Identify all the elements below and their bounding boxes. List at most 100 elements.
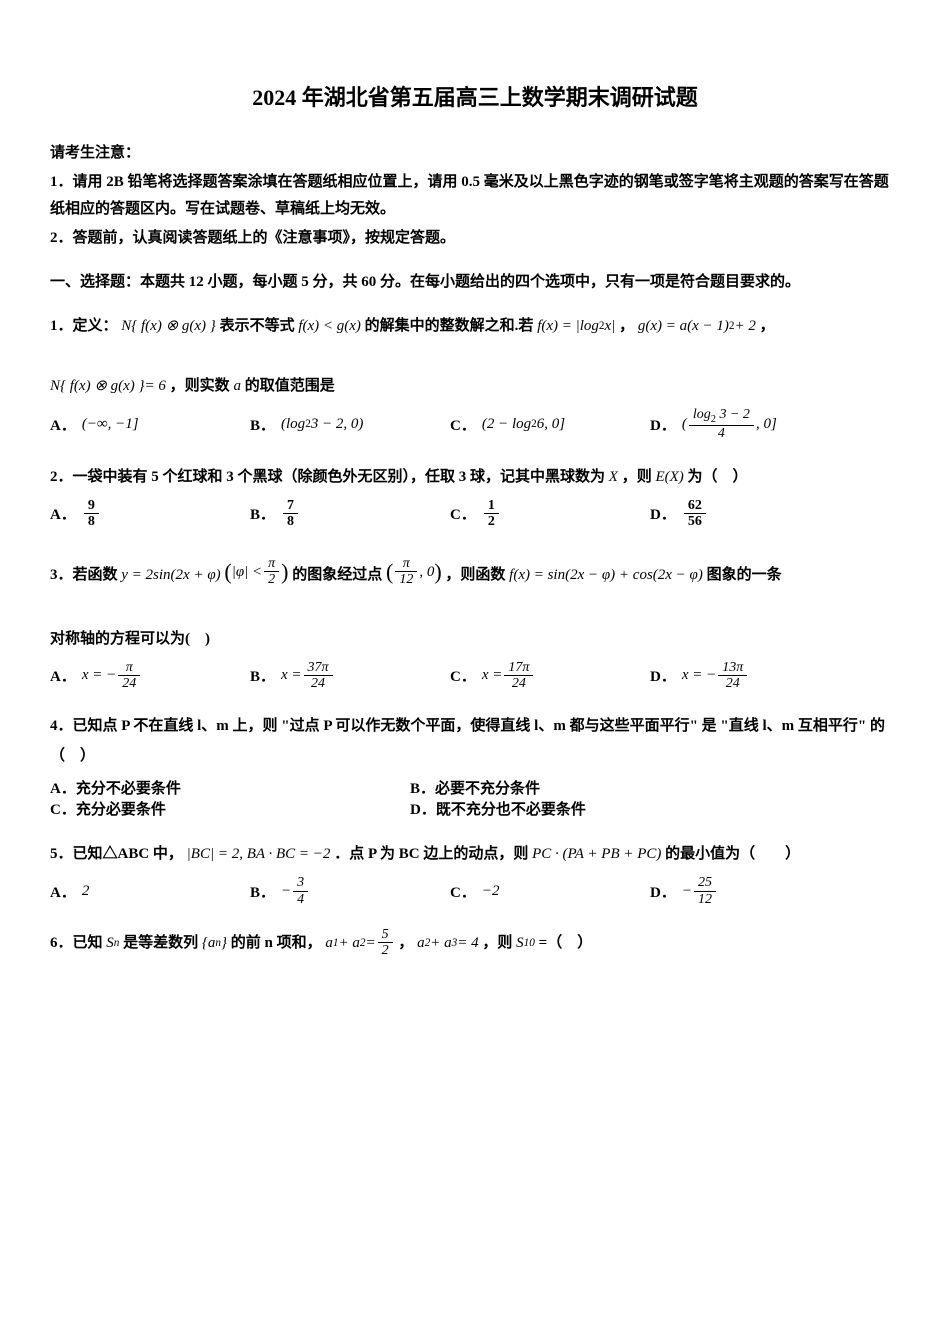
q4-option-A: A．充分不必要条件 <box>50 777 410 798</box>
notice-item-2: 2．答题前，认真阅读答题纸上的《注意事项》，按规定答题。 <box>50 225 900 252</box>
q5-D-den: 12 <box>694 892 716 907</box>
q1-N-eq6: N{ f(x) ⊗ g(x) } = 6 <box>50 371 166 401</box>
q1-A-val: (−∞, −1] <box>82 416 139 433</box>
q6-S10: S10 <box>516 928 535 958</box>
q1-gxdef-tail: + 2 <box>735 311 756 341</box>
q2-C-den: 2 <box>484 514 499 529</box>
q6-S10-s: S <box>516 928 524 958</box>
question-3: 3．若函数 y = 2sin(2x + φ) ( |φ| < π2 ) 的图象经… <box>50 550 900 654</box>
q1-C-pre: (2 − log <box>482 416 531 433</box>
q1-option-B: B． (log2 3 − 2, 0) <box>250 407 450 442</box>
question-2-options: A． 98 B． 78 C． 12 D． 6256 <box>50 498 900 530</box>
q1-text1: 1．定义： <box>50 318 118 334</box>
q1-B-pre: (log <box>281 416 305 433</box>
q5-option-B: B． − 34 <box>250 875 450 907</box>
q1-option-C: C． (2 − log2 6, 0] <box>450 407 650 442</box>
question-5-options: A． 2 B． − 34 C． −2 D． − 2512 <box>50 875 900 907</box>
q6-a23-rhs: = 4 <box>457 928 478 958</box>
option-label-D: D． <box>650 665 676 686</box>
q6-an: {an} <box>202 928 227 958</box>
option-label-C: C． <box>450 665 476 686</box>
q1-gxdef-pre: g(x) = a(x − 1) <box>638 311 729 341</box>
q1-sep1: ， <box>619 318 634 334</box>
q3-text5: 对称轴的方程可以为( ) <box>50 631 210 647</box>
q3-pi2-den: 2 <box>264 572 279 587</box>
q5-option-D: D． − 2512 <box>650 875 850 907</box>
q6-a12-num: 5 <box>378 927 393 943</box>
q6-text6: =（ ） <box>539 935 593 951</box>
q3-option-B: B． x = 37π24 <box>250 660 450 692</box>
q6-text5: ，则 <box>482 935 516 951</box>
q1-fxdef: f(x) = |log2 x| <box>537 311 615 341</box>
q5-option-C: C． −2 <box>450 875 650 907</box>
q2-B-num: 7 <box>283 498 298 514</box>
q3-option-A: A． x = − π24 <box>50 660 250 692</box>
q1-option-A: A． (−∞, −1] <box>50 407 250 442</box>
q2-X: X <box>609 469 618 485</box>
q3-pt-num: π <box>395 556 417 572</box>
q3-C-val: x = 17π24 <box>482 660 536 692</box>
q3-B-den: 24 <box>304 676 333 691</box>
q1-gxdef: g(x) = a(x − 1)2 + 2 <box>638 311 756 341</box>
q1-text3: 的解集中的整数解之和.若 <box>365 318 538 334</box>
q1-text2: 表示不等式 <box>220 318 299 334</box>
question-1-options: A． (−∞, −1] B． (log2 3 − 2, 0) C． (2 − l… <box>50 407 900 442</box>
q6-Sn: Sn <box>106 928 119 958</box>
q6-text2: 是等差数列 <box>123 935 202 951</box>
notice-header: 请考生注意： <box>50 140 900 167</box>
q1-B-post: 3 − 2, 0) <box>311 416 364 433</box>
q5-C-val: −2 <box>482 883 500 900</box>
q3-D-val: x = − 13π24 <box>682 660 749 692</box>
option-label-C: C． <box>450 881 476 902</box>
option-label-D: D． <box>650 414 676 435</box>
q3-B-val: x = 37π24 <box>281 660 335 692</box>
q3-C-num: 17π <box>504 660 533 676</box>
q6-S10-sub: 10 <box>524 932 535 955</box>
q2-option-D: D． 6256 <box>650 498 850 530</box>
option-label-B: B． <box>250 665 275 686</box>
q3-point: ( π12 , 0 ) <box>386 550 442 594</box>
q5-bc-cond: |BC| = 2, BA · BC = −2 <box>187 839 331 869</box>
q1-D-num-pre: log <box>693 407 711 422</box>
q3-phi-cond: ( |φ| < π2 ) <box>224 550 288 594</box>
q4-option-C: C．充分必要条件 <box>50 798 410 819</box>
q6-a1a2: a1 + a2 = 52 <box>325 927 394 959</box>
q1-eq6: = 6 <box>145 371 166 401</box>
q5-text3: 的最小值为（ ） <box>665 846 800 862</box>
q5-option-A: A． 2 <box>50 875 250 907</box>
option-label-A: A． <box>50 503 76 524</box>
q2-text2: ，则 <box>622 469 656 485</box>
q3-phi-abs: |φ| < <box>232 557 262 587</box>
q6-text1: 6．已知 <box>50 935 106 951</box>
q1-fxdef-pre: f(x) = |log <box>537 311 599 341</box>
q2-EX: E(X) <box>655 469 683 485</box>
notice-block: 请考生注意： 1．请用 2B 铅笔将选择题答案涂填在答题纸相应位置上，请用 0.… <box>50 140 900 252</box>
q2-D-num: 62 <box>684 498 706 514</box>
q5-B-den: 4 <box>293 892 308 907</box>
q3-A-den: 24 <box>118 676 140 691</box>
q1-C-post: 6, 0] <box>537 416 565 433</box>
option-label-A: A． <box>50 414 76 435</box>
q1-D-val: ( log2 3 − 2 4 , 0] <box>682 407 777 442</box>
q6-an-close: } <box>221 928 227 958</box>
q1-a-var: a <box>233 378 241 394</box>
q3-option-C: C． x = 17π24 <box>450 660 650 692</box>
notice-item-1: 1．请用 2B 铅笔将选择题答案涂填在答题纸相应位置上，请用 0.5 毫米及以上… <box>50 169 900 223</box>
q3-pt-den: 12 <box>395 572 417 587</box>
question-4-options: A．充分不必要条件 B．必要不充分条件 C．充分必要条件 D．既不充分也不必要条… <box>50 777 900 819</box>
q3-D-den: 24 <box>718 676 747 691</box>
question-6: 6．已知 Sn 是等差数列 {an} 的前 n 项和， a1 + a2 = 52… <box>50 927 900 959</box>
q2-option-C: C． 12 <box>450 498 650 530</box>
q6-a2a3: a2 + a3 = 4 <box>417 928 479 958</box>
q3-text4: 图象的一条 <box>707 567 782 583</box>
q4-text1: 4．已知点 P 不在直线 l、m 上，则 "过点 P 可以作无数个平面，使得直线… <box>50 718 885 764</box>
option-label-B: B． <box>250 881 275 902</box>
q1-B-val: (log2 3 − 2, 0) <box>281 416 363 433</box>
q6-text3: 的前 n 项和， <box>231 935 322 951</box>
q6-a12-plus: + a <box>339 928 360 958</box>
q6-a23-plus: + a <box>430 928 451 958</box>
q5-expr: PC · (PA + PB + PC) <box>532 839 661 869</box>
q1-C-val: (2 − log2 6, 0] <box>482 416 565 433</box>
q1-sep2: ， <box>760 318 775 334</box>
q1-N-def: N{ f(x) ⊗ g(x) } <box>121 311 216 341</box>
